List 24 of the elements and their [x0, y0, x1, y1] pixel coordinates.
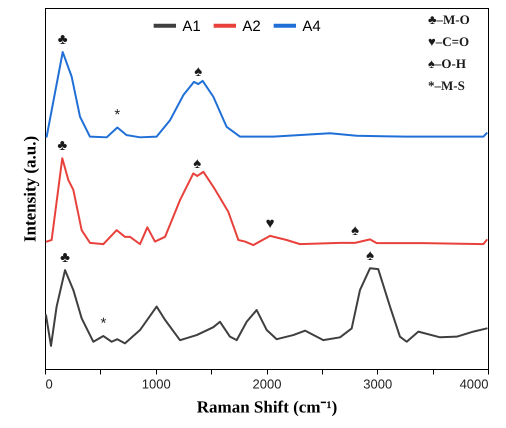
- legend-label: A4: [302, 18, 321, 35]
- x-tick-label: 2000: [252, 376, 282, 392]
- x-tick-label: 3000: [363, 376, 392, 392]
- annotation: ♥: [266, 214, 275, 232]
- annotation: *: [114, 106, 120, 124]
- x-tick-label: 4000: [460, 376, 488, 392]
- annotation: *: [100, 315, 106, 332]
- text: ♥–C=O: [428, 34, 470, 49]
- annotation: ♠–O-H: [428, 56, 466, 71]
- annotation: ♣: [58, 31, 68, 48]
- annotation: ♠: [193, 154, 202, 172]
- annotation: ♠: [366, 247, 374, 264]
- annotation: ♣: [57, 137, 68, 154]
- text: ♣–M-O: [428, 12, 470, 27]
- x-tick-label: 1000: [142, 376, 171, 392]
- annotation: ♠: [351, 222, 360, 239]
- annotation: *–M-S: [428, 78, 465, 93]
- annotation: ♠: [194, 63, 202, 80]
- x-tick-label: 0: [46, 376, 53, 392]
- x-axis-title: Raman Shift (cm⁻¹): [196, 398, 338, 416]
- legend-label: A1: [182, 18, 201, 35]
- y-axis-title: Intensity (a.u.): [20, 136, 40, 242]
- annotation: ♣: [60, 249, 70, 266]
- legend-label: A2: [242, 18, 261, 35]
